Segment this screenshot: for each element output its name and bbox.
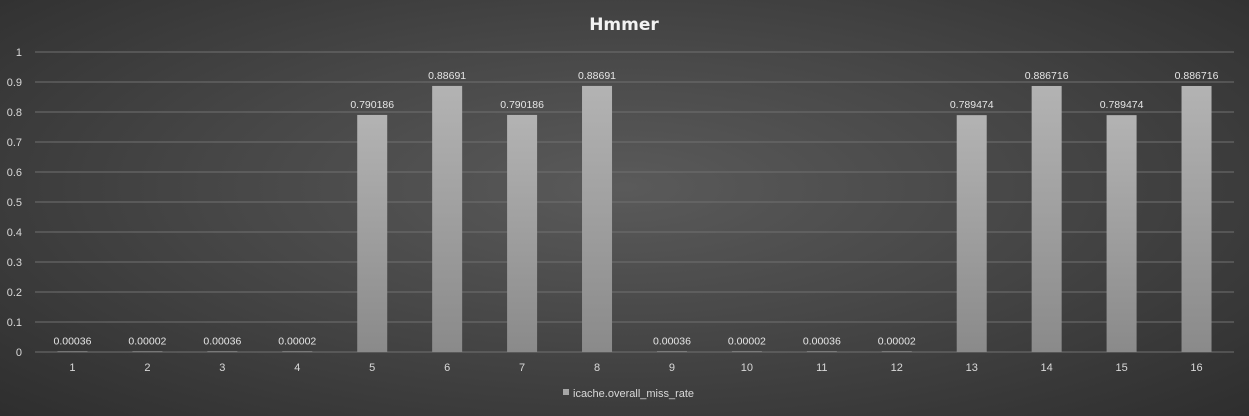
data-label: 0.789474 — [1100, 99, 1144, 111]
y-tick-label: 0.2 — [7, 287, 22, 299]
gridlines — [35, 51, 1234, 353]
x-tick-label: 16 — [1190, 362, 1202, 374]
bar — [132, 351, 163, 352]
bar — [656, 351, 687, 352]
y-tick-label: 0.5 — [7, 197, 22, 209]
bar — [1106, 115, 1137, 352]
x-tick-label: 2 — [144, 362, 150, 374]
y-tick-label: 0.3 — [7, 257, 22, 269]
legend-swatch — [563, 389, 569, 395]
bars — [57, 85, 1212, 352]
bar — [956, 115, 987, 352]
x-tick-label: 11 — [816, 362, 827, 374]
y-axis-tick-labels: 0 0.1 0.2 0.3 0.4 0.5 0.6 0.7 0.8 0.9 1 — [7, 47, 22, 359]
x-tick-label: 10 — [741, 362, 753, 374]
data-label: 0.789474 — [950, 99, 994, 111]
x-tick-label: 15 — [1115, 362, 1127, 374]
bar — [582, 85, 613, 352]
x-tick-label: 7 — [519, 362, 525, 374]
y-tick-label: 0.8 — [7, 107, 22, 119]
x-tick-label: 1 — [69, 362, 75, 374]
data-label: 0.886716 — [1025, 70, 1069, 82]
bar — [881, 351, 912, 352]
bar — [207, 351, 238, 352]
bar — [507, 114, 538, 352]
x-axis-tick-labels: 1 2 3 4 5 6 7 8 9 10 11 12 13 14 15 16 — [69, 362, 1202, 374]
x-tick-label: 8 — [594, 362, 600, 374]
bar — [1181, 85, 1212, 352]
y-tick-label: 1 — [16, 47, 22, 59]
x-tick-label: 4 — [294, 362, 300, 374]
x-tick-label: 14 — [1041, 362, 1053, 374]
y-tick-label: 0.7 — [7, 137, 22, 149]
y-tick-label: 0.1 — [7, 317, 22, 329]
data-label: 0.00036 — [203, 335, 241, 347]
data-label: 0.88691 — [428, 70, 466, 82]
bar — [57, 351, 88, 352]
data-label: 0.886716 — [1175, 70, 1219, 82]
data-label: 0.00002 — [878, 335, 916, 347]
x-tick-label: 6 — [444, 362, 450, 374]
data-label: 0.00036 — [53, 335, 91, 347]
chart-title: Hmmer — [589, 15, 659, 35]
data-label: 0.88691 — [578, 70, 616, 82]
x-tick-label: 3 — [219, 362, 225, 374]
bar — [282, 351, 313, 352]
data-label: 0.00002 — [278, 335, 316, 347]
data-labels: 0.00036 0.00002 0.00036 0.00002 0.790186 0.88… — [53, 70, 1218, 347]
legend-label: icache.overall_miss_rate — [573, 388, 694, 400]
y-tick-label: 0.9 — [7, 77, 22, 89]
data-label: 0.00002 — [128, 335, 166, 347]
x-tick-label: 9 — [669, 362, 675, 374]
bar — [1031, 85, 1062, 352]
y-tick-label: 0.6 — [7, 167, 22, 179]
bar — [432, 85, 463, 352]
x-tick-label: 5 — [369, 362, 375, 374]
y-tick-label: 0.4 — [7, 227, 22, 239]
data-label: 0.00036 — [803, 335, 841, 347]
bar — [806, 351, 837, 352]
x-tick-label: 12 — [891, 362, 903, 374]
data-label: 0.00002 — [728, 335, 766, 347]
bar — [357, 114, 388, 352]
data-label: 0.790186 — [500, 99, 544, 111]
x-tick-label: 13 — [966, 362, 978, 374]
y-tick-label: 0 — [16, 347, 22, 359]
data-label: 0.790186 — [350, 99, 394, 111]
data-label: 0.00036 — [653, 335, 691, 347]
legend: icache.overall_miss_rate — [563, 388, 694, 400]
bar — [731, 351, 762, 352]
